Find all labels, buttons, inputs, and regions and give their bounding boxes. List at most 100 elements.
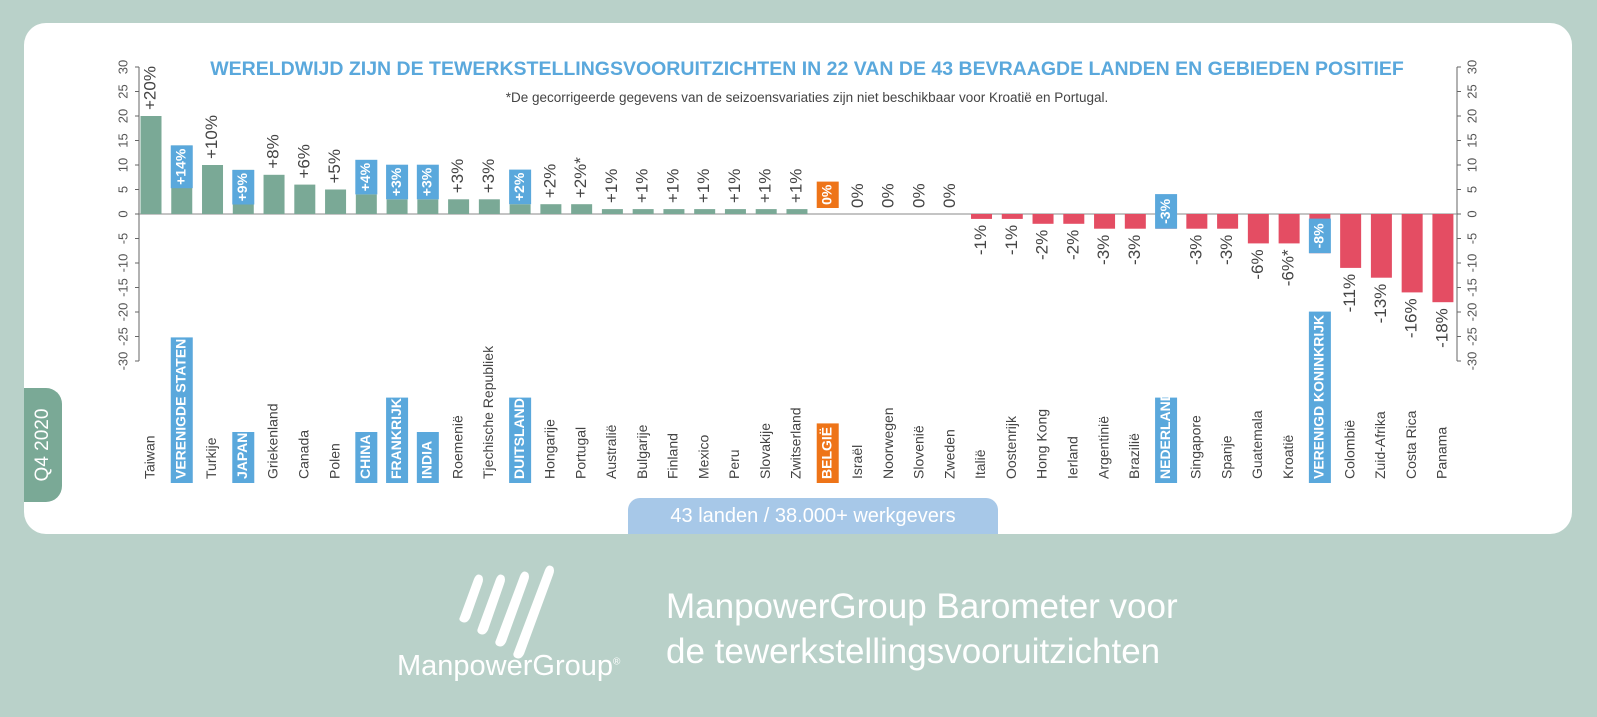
value-label: -1%: [1002, 225, 1021, 255]
value-label: -3%: [1186, 235, 1205, 265]
value-label: -2%: [1033, 230, 1052, 260]
bar: [325, 189, 347, 214]
category-label: Griekenland: [265, 404, 281, 480]
value-label: +2%: [511, 172, 527, 201]
category-label-box: [509, 397, 532, 483]
value-label: -13%: [1371, 284, 1390, 324]
category-label: Polen: [326, 443, 342, 479]
category-label: Zweden: [941, 429, 957, 479]
value-label-box: [416, 164, 439, 200]
footer-title-line-1: ManpowerGroup Barometer voor: [666, 587, 1178, 626]
category-label: Guatemala: [1249, 410, 1265, 479]
bar: [540, 204, 562, 214]
period-tab: Q4 2020: [24, 388, 62, 502]
left-y-tick-label: 0: [115, 210, 130, 217]
value-label: +1%: [694, 169, 713, 204]
bar: [601, 209, 623, 214]
category-label: Bulgarije: [634, 424, 650, 479]
value-label: 0%: [940, 183, 959, 208]
value-label: +14%: [172, 148, 188, 185]
category-label-box: [170, 337, 193, 483]
bar: [694, 209, 716, 214]
category-label: Argentinië: [1095, 416, 1111, 479]
right-y-tick-label: -20: [1464, 303, 1479, 322]
category-label: Panama: [1434, 427, 1450, 479]
value-label: +5%: [325, 149, 344, 184]
value-label: -6%: [1248, 249, 1267, 279]
bar: [755, 209, 777, 214]
category-label: Zuid-Afrika: [1372, 411, 1388, 479]
manpowergroup-logo-icon: [459, 565, 554, 659]
category-label: CHINA: [357, 435, 373, 479]
value-label: 0%: [848, 183, 867, 208]
bar: [571, 204, 593, 214]
category-label: Noorwegen: [880, 407, 896, 479]
left-y-tick-label: 10: [115, 158, 130, 172]
value-label: -11%: [1340, 274, 1359, 312]
category-label: Turkije: [203, 437, 219, 479]
bar: [632, 209, 654, 214]
value-label: +1%: [663, 169, 682, 204]
logo-wordmark: ManpowerGroup®: [397, 650, 621, 682]
bar: [1032, 214, 1054, 224]
category-label-box: [1308, 311, 1331, 483]
bar: [140, 116, 162, 214]
category-label: Ierland: [1065, 436, 1081, 479]
footer-title: ManpowerGroup Barometer voor de tewerkst…: [666, 584, 1178, 674]
value-label: +20%: [140, 66, 159, 110]
right-y-tick-label: 10: [1464, 158, 1479, 172]
category-label: FRANKRIJK: [388, 398, 404, 479]
period-label: Q4 2020: [32, 408, 53, 482]
bar: [1247, 214, 1269, 244]
left-y-tick-label: 20: [115, 109, 130, 123]
category-label-box: [1155, 397, 1178, 483]
right-y-tick-label: 25: [1464, 84, 1479, 98]
category-label: Tjechische Republiek: [480, 345, 496, 479]
bar: [971, 214, 993, 219]
right-y-tick-label: 20: [1464, 109, 1479, 123]
left-y-tick-label: -5: [115, 233, 130, 245]
value-label: 0%: [818, 184, 834, 205]
left-y-tick-label: 30: [115, 60, 130, 74]
category-label: Colombië: [1341, 420, 1357, 479]
value-label: +2%: [540, 164, 559, 199]
category-label: Zwitserland: [788, 407, 804, 479]
value-label: -3%: [1157, 198, 1173, 223]
chart-title: WERELDWIJD ZIJN DE TEWERKSTELLINGSVOORUI…: [210, 58, 1404, 80]
right-y-tick-label: 15: [1464, 133, 1479, 147]
right-y-tick-label: 0: [1464, 210, 1479, 217]
category-label: Spanje: [1218, 435, 1234, 479]
category-label-box: [232, 432, 255, 483]
value-label: +1%: [725, 169, 744, 204]
category-label: BELGIË: [818, 427, 834, 479]
category-label: INDIA: [419, 441, 435, 479]
value-label-box: [509, 169, 532, 205]
value-label-box: [1308, 218, 1331, 254]
category-label: Taiwan: [142, 435, 158, 479]
category-label: Slovenië: [911, 425, 927, 479]
sample-size-pill: 43 landen / 38.000+ werkgevers: [628, 498, 998, 534]
value-label: 0%: [879, 183, 898, 208]
value-label-box: [816, 181, 839, 208]
left-y-tick-label: 5: [115, 186, 130, 193]
category-label: DUITSLAND: [511, 398, 527, 479]
category-label: Canada: [296, 430, 312, 479]
value-label: -6%*: [1279, 249, 1298, 286]
category-label: Slovakije: [757, 423, 773, 479]
left-y-tick-label: -30: [115, 352, 130, 371]
bar-chart: WERELDWIJD ZIJN DE TEWERKSTELLINGSVOORUI…: [115, 58, 1479, 483]
value-label: +3%: [419, 167, 435, 196]
category-label: Finland: [665, 433, 681, 479]
bar: [448, 199, 470, 214]
bar: [263, 174, 285, 214]
value-label: +6%: [294, 144, 313, 179]
right-y-tick-label: -15: [1464, 278, 1479, 297]
category-label-box: [355, 432, 378, 483]
category-label: Costa Rica: [1403, 410, 1419, 479]
category-label: Italië: [972, 449, 988, 479]
value-label: -1%: [971, 225, 990, 255]
right-y-tick-label: 30: [1464, 60, 1479, 74]
right-y-tick-label: -25: [1464, 327, 1479, 346]
left-y-tick-label: 15: [115, 133, 130, 147]
bar: [417, 199, 439, 214]
